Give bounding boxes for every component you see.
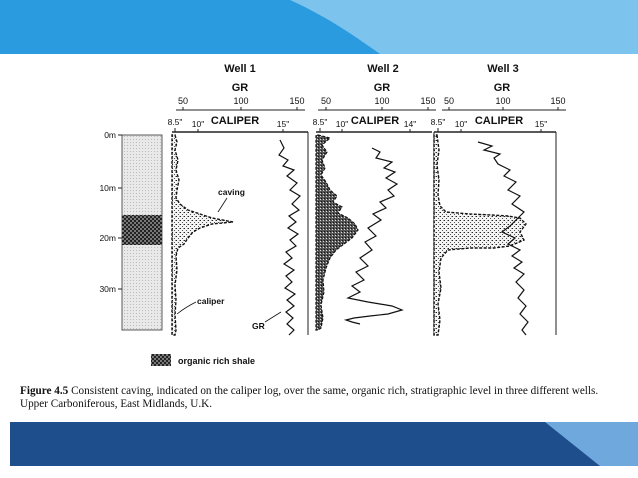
organic-shale-band: [122, 215, 162, 245]
caliper-trace: [433, 134, 527, 336]
gr-tick-label: 150: [550, 96, 565, 106]
depth-tick-label: 10m: [99, 183, 116, 193]
caliper-trace: [315, 134, 359, 331]
caliper-tick-label: 8.5": [431, 117, 446, 127]
caving-leader: [217, 197, 228, 213]
caliper-tick-label: 10": [455, 119, 467, 129]
legend: organic rich shale: [151, 354, 255, 366]
well-title: Well 2: [367, 63, 399, 75]
caliper-leader: [176, 301, 197, 315]
caliper-tick-label: 10": [336, 119, 348, 129]
caliper-tick-label: 8.5": [168, 117, 183, 127]
well-title: Well 3: [487, 63, 519, 75]
well-2-log: Well 2 GR 50 100 150 8.5" 10" CALIPER 14…: [313, 63, 436, 331]
gr-trace: [278, 139, 301, 336]
bottom-banner: [10, 422, 638, 466]
gr-tick-label: 150: [420, 96, 435, 106]
caliper-tick-label: 8.5": [313, 117, 328, 127]
depth-axis: 0m 10m 20m 30m: [99, 130, 163, 331]
caliper-trace: [171, 134, 234, 336]
gr-tick-label: 50: [321, 96, 331, 106]
top-banner: [0, 0, 638, 54]
caliper-label: CALIPER: [351, 115, 399, 127]
caliper-annotation: caliper: [197, 296, 225, 306]
figure-caption: Figure 4.5 Consistent caving, indicated …: [20, 385, 620, 411]
banner-mid-band: [0, 0, 380, 54]
legend-swatch: [151, 354, 171, 366]
gr-trace: [343, 147, 404, 325]
depth-tick-label: 30m: [99, 284, 116, 294]
caliper-tick-label: 15": [535, 119, 547, 129]
caliper-label: CALIPER: [475, 115, 523, 127]
gr-annotation: GR: [252, 321, 265, 331]
gr-trace: [477, 141, 529, 336]
gr-tick-label: 100: [495, 96, 510, 106]
gr-tick-label: 100: [374, 96, 389, 106]
gr-leader: [264, 311, 282, 323]
gr-tick-label: 50: [444, 96, 454, 106]
gr-tick-label: 150: [289, 96, 304, 106]
well-1-log: Well 1 GR 50 100 150 8.5" 10" CALIPER 15…: [168, 63, 309, 336]
banner-light-corner: [545, 422, 638, 466]
caliper-label: CALIPER: [211, 115, 259, 127]
gr-tick-label: 50: [178, 96, 188, 106]
depth-tick-label: 0m: [104, 130, 116, 140]
depth-tick-label: 20m: [99, 233, 116, 243]
well-title: Well 1: [224, 63, 256, 75]
banner-dark-band: [10, 422, 638, 466]
legend-label: organic rich shale: [178, 356, 255, 366]
caving-annotation: caving: [218, 187, 245, 197]
figure-label: Figure 4.5: [20, 385, 69, 397]
gr-tick-label: 100: [233, 96, 248, 106]
gr-label: GR: [494, 82, 511, 94]
caption-text: Consistent caving, indicated on the cali…: [20, 385, 599, 410]
well-3-log: Well 3 GR 50 100 150 8.5" 10" CALIPER 15…: [431, 63, 566, 336]
gr-label: GR: [232, 82, 249, 94]
caliper-tick-label: 14": [404, 119, 416, 129]
caliper-tick-label: 15": [277, 119, 289, 129]
caliper-tick-label: 10": [192, 119, 204, 129]
gr-label: GR: [374, 82, 391, 94]
